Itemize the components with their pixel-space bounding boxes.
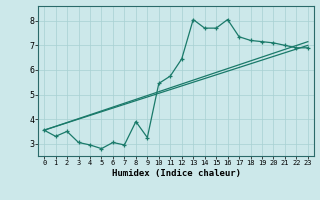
X-axis label: Humidex (Indice chaleur): Humidex (Indice chaleur) [111, 169, 241, 178]
